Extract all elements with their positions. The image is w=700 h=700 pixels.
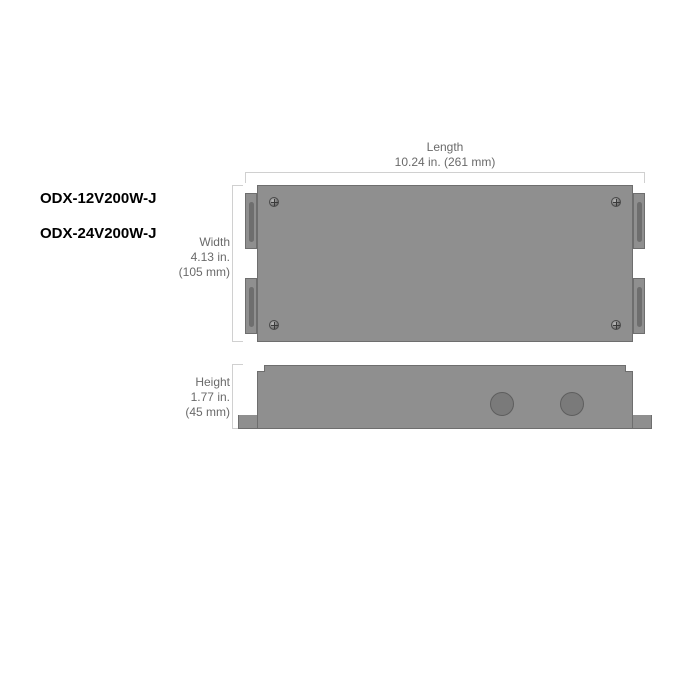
height-value-2: (45 mm) bbox=[168, 405, 230, 420]
screw-icon bbox=[269, 320, 279, 330]
width-label: Width 4.13 in. (105 mm) bbox=[165, 235, 230, 280]
length-title: Length bbox=[360, 140, 530, 155]
mount-tab bbox=[245, 193, 257, 249]
mount-slot bbox=[637, 287, 642, 327]
height-label: Height 1.77 in. (45 mm) bbox=[168, 375, 230, 420]
screw-icon bbox=[611, 320, 621, 330]
width-value-1: 4.13 in. bbox=[165, 250, 230, 265]
enclosure-top-view bbox=[245, 185, 645, 342]
screw-icon bbox=[611, 197, 621, 207]
mount-tab bbox=[633, 193, 645, 249]
side-lid-edge bbox=[264, 365, 626, 372]
length-value: 10.24 in. (261 mm) bbox=[360, 155, 530, 170]
length-label: Length 10.24 in. (261 mm) bbox=[360, 140, 530, 170]
height-value-1: 1.77 in. bbox=[168, 390, 230, 405]
diagram-canvas: ODX-12V200W-J ODX-24V200W-J Length 10.24… bbox=[0, 0, 700, 700]
length-bracket bbox=[245, 172, 645, 183]
enclosure-lid bbox=[257, 185, 633, 342]
screw-icon bbox=[269, 197, 279, 207]
width-bracket bbox=[232, 185, 243, 342]
enclosure-side-view bbox=[257, 371, 633, 429]
mount-slot bbox=[249, 202, 254, 242]
model-number-1: ODX-12V200W-J bbox=[40, 190, 156, 207]
knockout-hole bbox=[560, 392, 584, 416]
mount-slot bbox=[249, 287, 254, 327]
width-title: Width bbox=[165, 235, 230, 250]
mount-tab bbox=[245, 278, 257, 334]
knockout-hole bbox=[490, 392, 514, 416]
width-value-2: (105 mm) bbox=[165, 265, 230, 280]
mount-foot bbox=[632, 415, 652, 429]
height-title: Height bbox=[168, 375, 230, 390]
mount-slot bbox=[637, 202, 642, 242]
model-number-2: ODX-24V200W-J bbox=[40, 225, 156, 242]
mount-tab bbox=[633, 278, 645, 334]
mount-foot bbox=[238, 415, 258, 429]
